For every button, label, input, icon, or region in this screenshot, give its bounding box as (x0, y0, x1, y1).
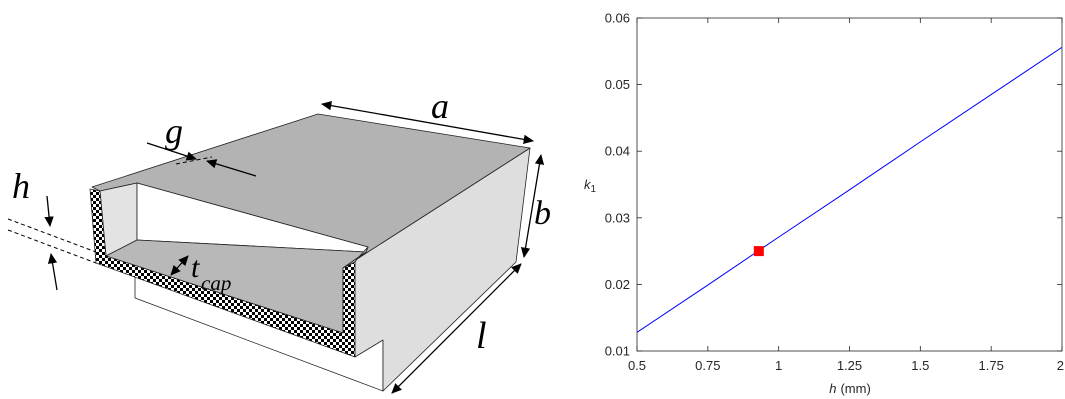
x-tick-label: 1 (775, 358, 782, 373)
dimension-label-t: t (191, 251, 200, 284)
dimension-label-a: a (431, 86, 449, 126)
x-axis-label: h (mm) (829, 381, 871, 396)
dimension-arrow-a (320, 101, 535, 144)
highlight-marker (753, 246, 764, 257)
dimension-arrow-g-right (206, 159, 257, 177)
x-tick-label: 2 (1057, 358, 1064, 373)
dimension-arrow-b (520, 153, 545, 259)
dimension-arrow-g-left (146, 142, 197, 161)
dimension-guide-h-upper (7, 218, 97, 253)
x-tick-label: 1.5 (911, 358, 929, 373)
y-axis-label: k1 (584, 177, 597, 195)
dimension-label-t-subscript: cap (201, 271, 231, 295)
dimension-label-l: l (476, 315, 487, 357)
y-axis-label-subscript: 1 (591, 184, 597, 195)
k1-vs-h-chart: 0.5 0.75 1 1.25 1.5 1.75 2 0.01 0.02 0.03 0.04 0.05… (584, 11, 1064, 397)
right-wall-top-edge (342, 246, 369, 269)
dimension-arrow-h-bottom (47, 252, 58, 291)
x-tick-label: 0.75 (695, 358, 720, 373)
cap-diagram: a b g h t cap l (7, 86, 551, 394)
axes-layer: 0.5 0.75 1 1.25 1.5 1.75 2 0.01 0.02 0.03 0.04 0.05… (605, 11, 1064, 374)
dimension-arrow-tcap (170, 255, 189, 276)
series-line (637, 46, 1062, 333)
dimension-label-g: g (165, 111, 183, 151)
y-tick-label: 0.04 (605, 144, 630, 159)
dimension-guide-h-lower (7, 229, 97, 264)
plot-area (637, 46, 1062, 333)
dimension-guide-g (175, 156, 213, 165)
dimension-arrow-l (391, 263, 522, 394)
checkered-wall-section (89, 188, 356, 358)
x-tick-label: 1.75 (979, 358, 1004, 373)
y-tick-label: 0.03 (605, 210, 630, 225)
dimension-label-h: h (12, 166, 30, 206)
dimension-arrow-h-top (44, 195, 54, 228)
x-axis-label-unit: (mm) (840, 381, 870, 396)
y-tick-label: 0.01 (605, 344, 630, 359)
x-axis-label-symbol: h (829, 381, 836, 396)
x-tick-label: 1.25 (837, 358, 862, 373)
x-tick-label: 0.5 (628, 358, 646, 373)
axes-box (636, 17, 1063, 352)
y-tick-label: 0.05 (605, 77, 630, 92)
y-axis-label-symbol: k (584, 177, 592, 192)
y-tick-label: 0.06 (605, 11, 630, 26)
y-tick-label: 0.02 (605, 277, 630, 292)
dimension-label-b: b (534, 195, 551, 232)
